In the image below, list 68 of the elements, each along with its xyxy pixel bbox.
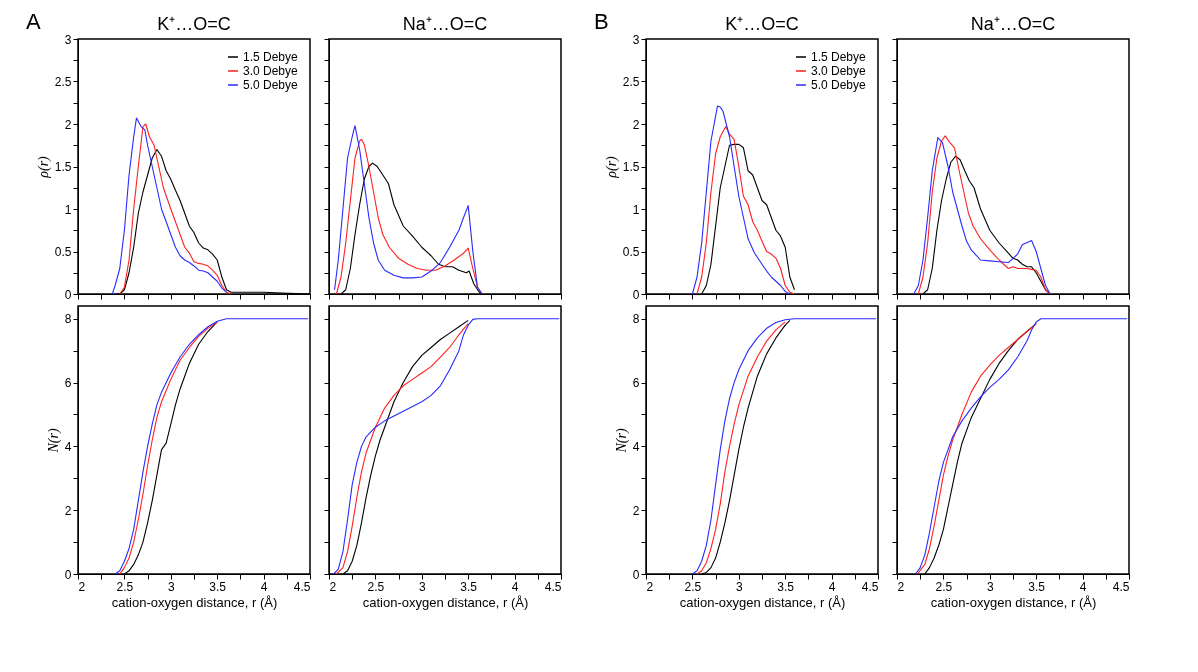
x-tick-label: 2 (897, 579, 905, 594)
x-tick-label: 4 (260, 579, 268, 594)
x-tick-label: 3 (735, 579, 743, 594)
y-tick-label: 0 (64, 567, 72, 582)
y-tick-label: 1 (632, 202, 640, 217)
y-axis-title: N(r) (613, 428, 630, 454)
y-axis-title: ρ(r) (35, 155, 52, 179)
x-tick-label: 4 (511, 579, 519, 594)
x-tick-label: 3 (986, 579, 994, 594)
x-tick-label: 3 (418, 579, 426, 594)
y-axis-title: N(r) (45, 428, 62, 454)
y-tick-label: 0.5 (54, 245, 72, 259)
x-tick-label: 2.5 (684, 579, 702, 594)
chart-title: K⁺…O=C (157, 14, 231, 34)
x-tick-label: 2 (78, 579, 86, 594)
x-tick-label: 2.5 (116, 579, 134, 594)
y-tick-label: 2 (64, 117, 72, 132)
y-tick-label: 2 (64, 503, 72, 518)
x-tick-label: 3.5 (1028, 579, 1046, 594)
x-axis-title: cation-oxygen distance, r (Å) (362, 594, 529, 610)
legend-label: 5.0 Debye (243, 78, 299, 92)
y-tick-label: 8 (64, 312, 72, 327)
x-tick-label: 4.5 (861, 579, 879, 594)
x-tick-label: 4.5 (1112, 579, 1130, 594)
x-tick-label: 2 (646, 579, 654, 594)
chart-title: Na⁺…O=C (970, 14, 1056, 34)
y-tick-label: 6 (632, 376, 640, 391)
y-tick-label: 1.5 (622, 160, 640, 174)
y-tick-label: 0 (64, 287, 72, 302)
x-axis-title: cation-oxygen distance, r (Å) (679, 594, 846, 610)
legend-label: 3.0 Debye (811, 64, 867, 78)
x-tick-label: 2.5 (935, 579, 953, 594)
legend-label: 5.0 Debye (811, 78, 867, 92)
chart-title: K⁺…O=C (725, 14, 799, 34)
x-tick-label: 3.5 (209, 579, 227, 594)
legend-label: 3.0 Debye (243, 64, 299, 78)
x-axis-title: cation-oxygen distance, r (Å) (111, 594, 278, 610)
x-tick-label: 2 (329, 579, 337, 594)
x-tick-label: 4 (828, 579, 836, 594)
y-tick-label: 2.5 (54, 75, 72, 89)
y-tick-label: 0.5 (622, 245, 640, 259)
x-tick-label: 2.5 (367, 579, 385, 594)
x-tick-label: 3.5 (777, 579, 795, 594)
x-tick-label: 4.5 (293, 579, 311, 594)
y-tick-label: 2 (632, 503, 640, 518)
y-tick-label: 8 (632, 312, 640, 327)
x-tick-label: 4 (1079, 579, 1087, 594)
text: B (594, 9, 609, 34)
y-tick-label: 3 (632, 32, 640, 47)
legend-label: 1.5 Debye (811, 50, 867, 64)
x-tick-label: 3 (167, 579, 175, 594)
y-tick-label: 1.5 (54, 160, 72, 174)
text: A (26, 9, 41, 34)
y-axis-title: ρ(r) (603, 155, 620, 179)
y-tick-label: 4 (64, 439, 72, 454)
y-tick-label: 2 (632, 117, 640, 132)
x-tick-label: 3.5 (460, 579, 478, 594)
y-tick-label: 4 (632, 439, 640, 454)
x-tick-label: 4.5 (544, 579, 562, 594)
chart-title: Na⁺…O=C (402, 14, 488, 34)
y-tick-label: 3 (64, 32, 72, 47)
y-tick-label: 0 (632, 567, 640, 582)
x-axis-title: cation-oxygen distance, r (Å) (930, 594, 1097, 610)
y-tick-label: 2.5 (622, 75, 640, 89)
y-tick-label: 0 (632, 287, 640, 302)
y-tick-label: 1 (64, 202, 72, 217)
legend-label: 1.5 Debye (243, 50, 299, 64)
y-tick-label: 6 (64, 376, 72, 391)
